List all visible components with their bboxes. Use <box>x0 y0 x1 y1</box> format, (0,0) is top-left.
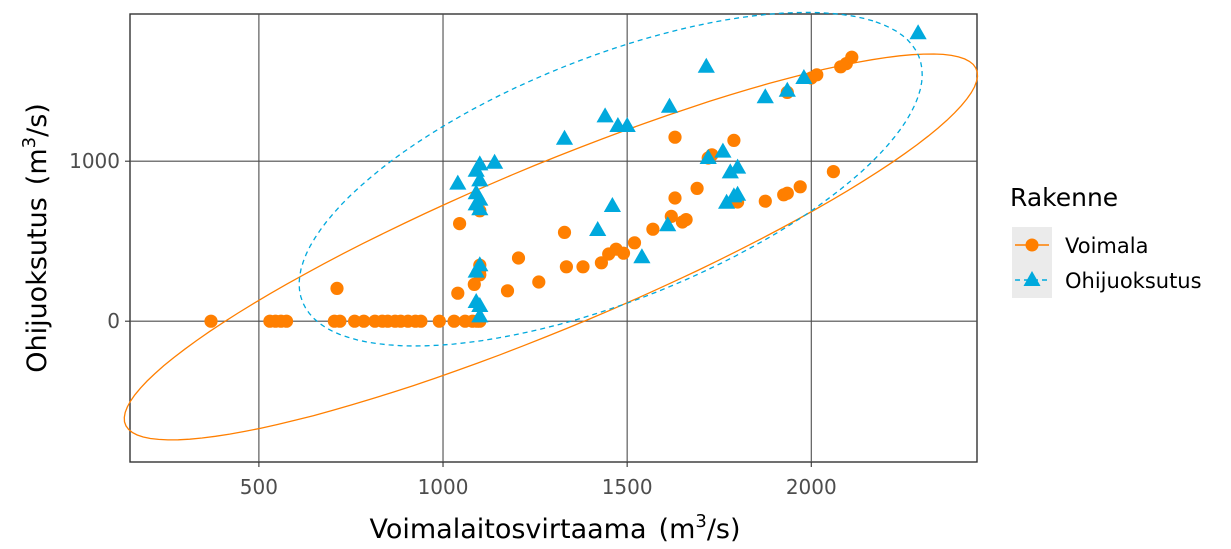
point-voimala <box>532 275 546 289</box>
point-ohijuoksutus <box>699 149 717 164</box>
legend-title: Rakenne <box>1010 183 1118 212</box>
point-ohijuoksutus <box>633 248 651 264</box>
legend-key-marker-ohijuoksutus <box>1023 271 1041 286</box>
plot-panel <box>129 13 978 463</box>
legend-label-ohijuoksutus: Ohijuoksutus <box>1065 269 1202 293</box>
point-voimala <box>451 286 465 300</box>
point-ohijuoksutus <box>721 163 739 179</box>
point-voimala <box>668 130 682 144</box>
point-voimala <box>279 314 294 328</box>
point-ohijuoksutus <box>618 117 636 132</box>
point-voimala <box>826 165 841 179</box>
point-ohijuoksutus <box>756 88 774 104</box>
point-voimala <box>810 68 824 82</box>
point-voimala <box>357 314 371 328</box>
point-voimala <box>453 217 467 231</box>
point-voimala <box>204 314 218 328</box>
point-ohijuoksutus <box>714 142 732 158</box>
point-ohijuoksutus <box>603 197 621 212</box>
x-tick-label: 2000 <box>786 475 837 499</box>
point-ohijuoksutus <box>471 171 489 187</box>
point-voimala <box>511 251 526 265</box>
point-ohijuoksutus <box>660 97 679 113</box>
point-ohijuoksutus <box>795 69 813 84</box>
x-tick-label: 500 <box>240 475 278 499</box>
legend: Rakenne Voimala Ohijuoksutus <box>1010 183 1202 298</box>
point-voimala <box>758 194 772 208</box>
point-ohijuoksutus <box>589 221 607 236</box>
point-voimala <box>668 191 682 205</box>
point-ohijuoksutus <box>555 129 574 145</box>
point-voimala <box>447 314 461 328</box>
point-voimala <box>414 314 428 328</box>
point-ohijuoksutus <box>729 185 747 201</box>
point-ohijuoksutus <box>697 57 715 73</box>
point-ohijuoksutus <box>659 216 677 232</box>
y-tick-label: 1000 <box>69 149 120 173</box>
point-voimala <box>616 246 631 260</box>
point-voimala <box>432 314 446 328</box>
point-voimala <box>348 314 362 328</box>
point-voimala <box>333 314 347 328</box>
x-tick-label: 1500 <box>602 475 653 499</box>
point-voimala <box>559 260 574 274</box>
y-axis-title-text: Ohijuoksutus <box>22 197 53 373</box>
point-ohijuoksutus <box>449 174 467 190</box>
point-ohijuoksutus <box>471 307 489 323</box>
point-voimala <box>576 260 590 274</box>
y-axis-unit: (m <box>22 148 53 185</box>
ellipse-ohijuoksutus <box>298 11 923 347</box>
x-axis-title-text: Voimalaitosvirtaama <box>369 514 646 545</box>
point-voimala <box>594 256 609 270</box>
point-voimala <box>793 180 807 194</box>
point-voimala <box>845 50 859 64</box>
point-ohijuoksutus <box>471 200 489 216</box>
point-voimala <box>467 277 481 291</box>
point-ohijuoksutus <box>596 107 614 123</box>
x-tick-label: 1000 <box>418 475 469 499</box>
legend-label-voimala: Voimala <box>1065 234 1148 258</box>
point-voimala <box>679 213 693 227</box>
y-axis-unit-tail: /s) <box>22 103 53 137</box>
point-voimala <box>646 222 660 236</box>
y-tick-label: 0 <box>107 309 120 333</box>
y-axis-title: Ohijuoksutus (m3/s) <box>19 103 53 373</box>
point-voimala <box>330 281 344 295</box>
point-voimala <box>780 186 794 200</box>
point-voimala <box>557 225 572 239</box>
point-voimala <box>627 236 642 250</box>
point-voimala <box>690 181 704 195</box>
data-points <box>204 24 927 328</box>
point-ohijuoksutus <box>467 293 485 308</box>
legend-key-marker-voimala <box>1025 238 1039 252</box>
x-axis-unit-tail: /s) <box>707 514 741 545</box>
point-ohijuoksutus <box>486 153 504 169</box>
point-ohijuoksutus <box>778 81 796 97</box>
ellipse-voimala <box>123 53 979 441</box>
point-voimala <box>727 133 741 147</box>
x-axis-title: Voimalaitosvirtaama (m3/s) <box>369 511 740 545</box>
y-axis-unit-sup: 3 <box>19 137 40 148</box>
x-axis-unit-sup: 3 <box>695 511 706 532</box>
point-ohijuoksutus <box>467 262 485 278</box>
point-ohijuoksutus <box>471 155 489 171</box>
tick-labels: 500 1000 1500 2000 0 1000 <box>69 149 837 499</box>
point-ohijuoksutus <box>729 158 747 174</box>
confidence-ellipses <box>123 11 979 441</box>
x-axis-unit: (m <box>659 514 696 545</box>
point-voimala <box>500 284 515 298</box>
point-ohijuoksutus <box>909 24 927 40</box>
